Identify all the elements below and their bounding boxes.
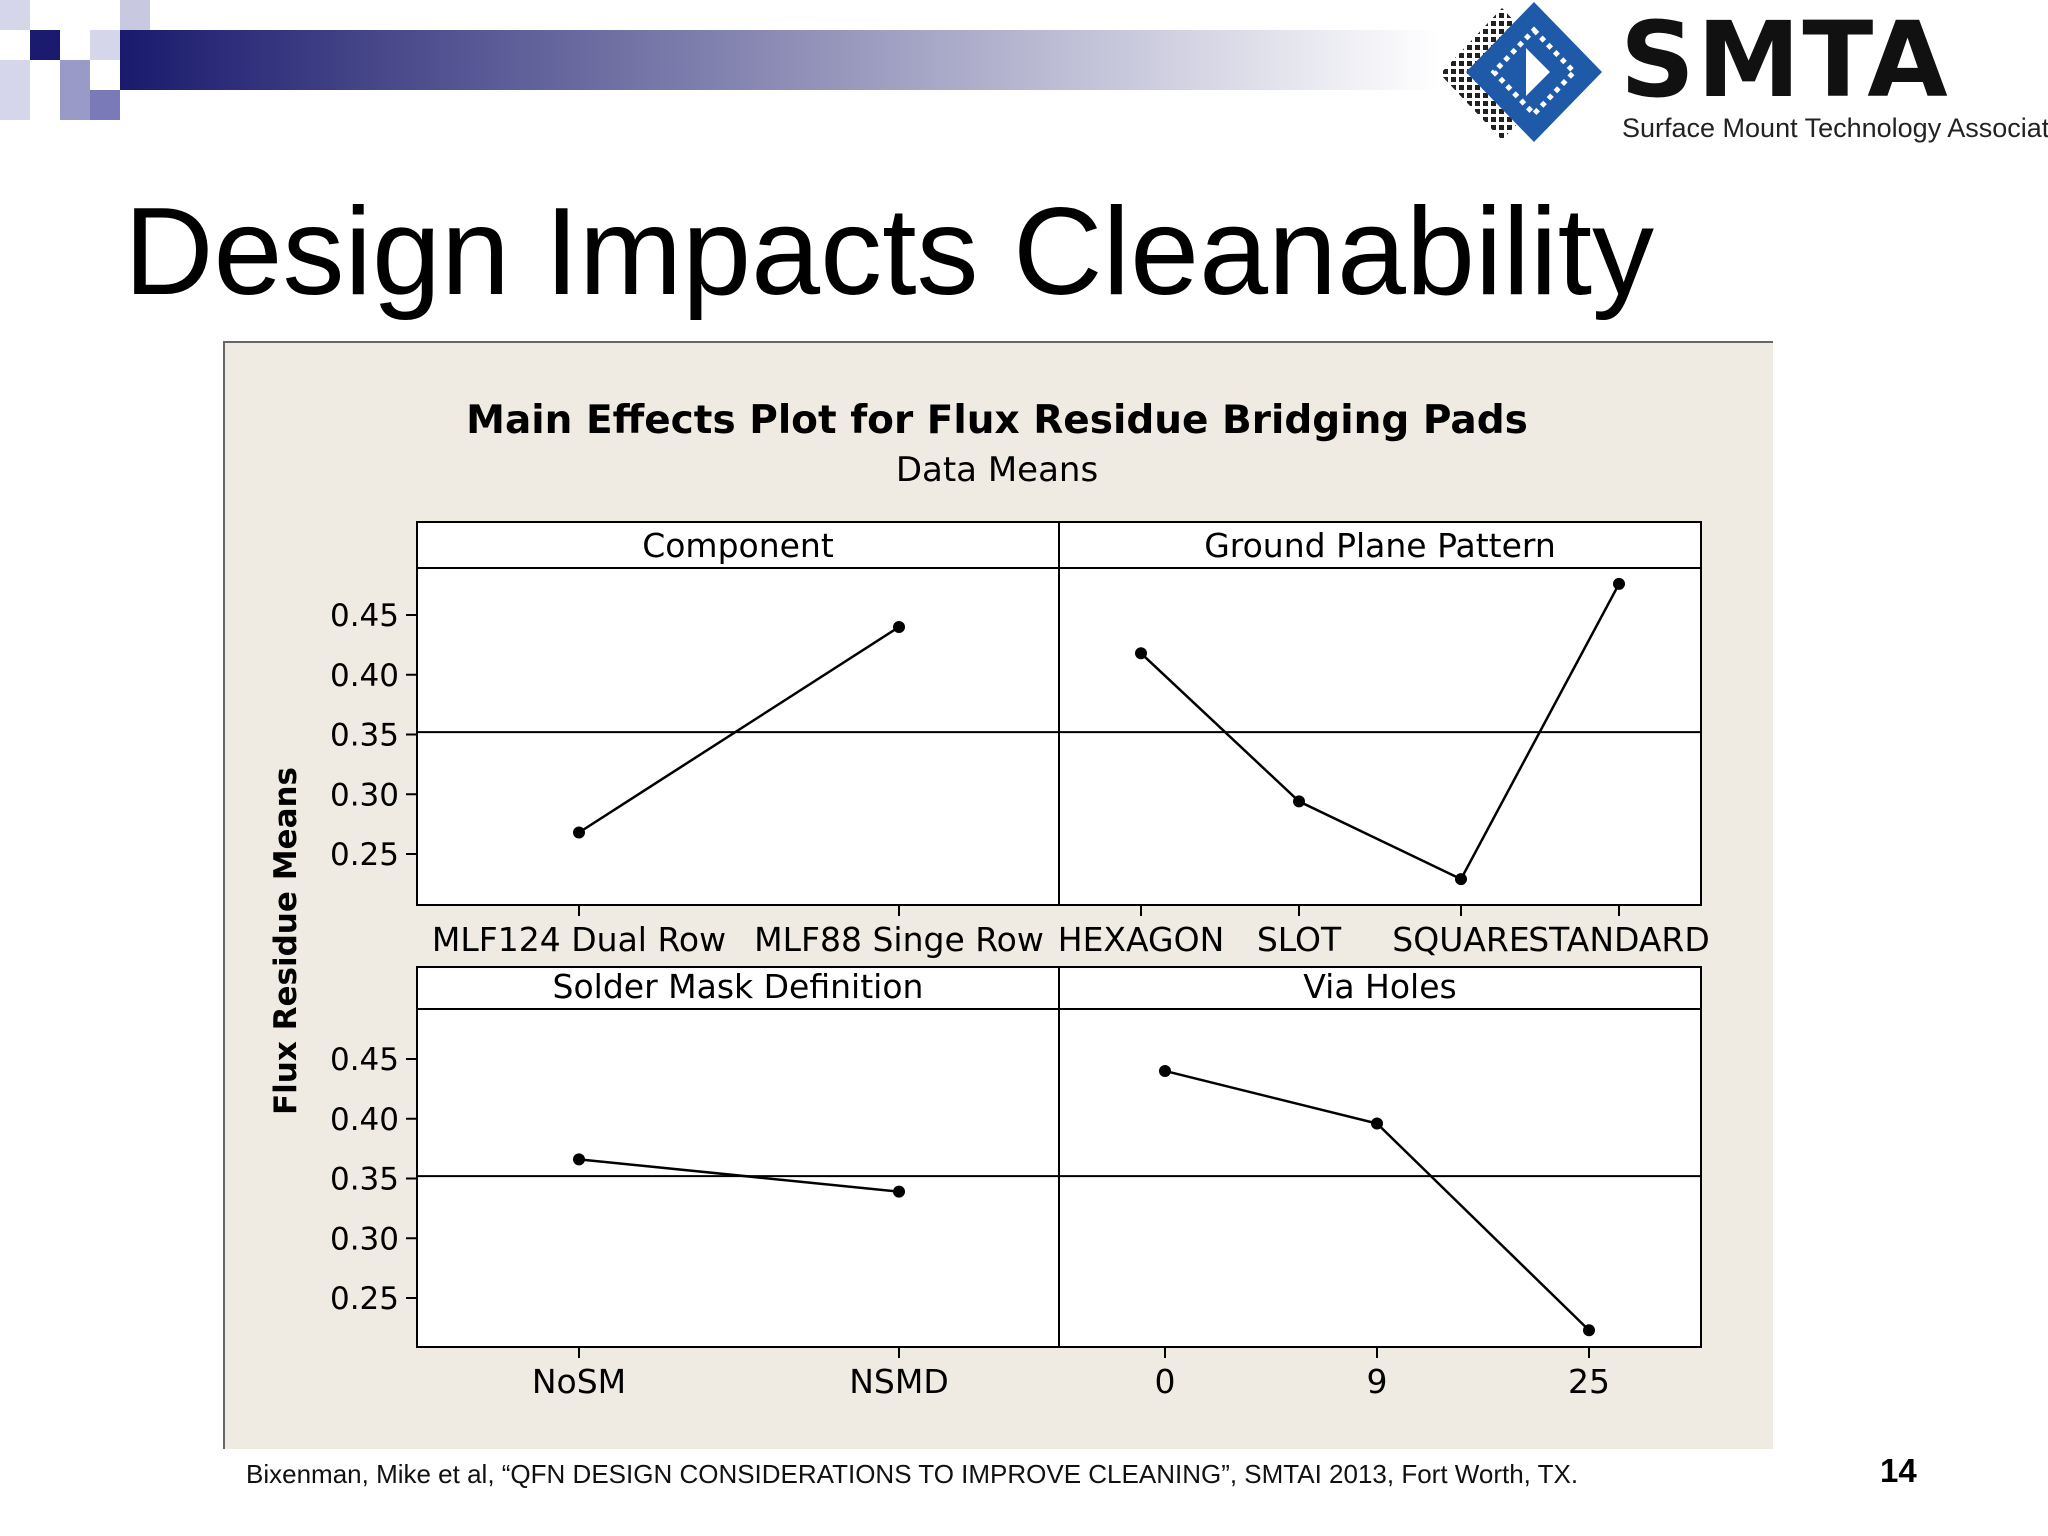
y-tick-label: 0.45 [330, 598, 399, 634]
x-tick-label: MLF88 Singe Row [754, 920, 1044, 959]
data-point [893, 1185, 905, 1198]
banner-square [0, 60, 30, 120]
x-tick-label: 0 [1155, 1362, 1176, 1401]
series-line [578, 625, 900, 834]
series-line [1140, 583, 1621, 881]
data-point [1455, 873, 1467, 886]
data-point [1371, 1117, 1383, 1130]
banner-gradient-bar [120, 30, 1440, 90]
banner-square [90, 90, 120, 120]
data-point [893, 620, 905, 633]
series-line [578, 1158, 900, 1193]
data-point [1613, 577, 1625, 590]
y-tick-label: 0.30 [330, 777, 399, 813]
x-tick-label: 25 [1568, 1362, 1610, 1401]
chart-title: Main Effects Plot for Flux Residue Bridg… [466, 398, 1528, 443]
data-point [1159, 1064, 1171, 1077]
panel-header [416, 966, 1060, 1010]
y-tick-label: 0.45 [330, 1042, 399, 1078]
slide-title: Design Impacts Cleanability [124, 183, 1655, 321]
header-banner [0, 0, 1440, 120]
panel-title: Solder Mask Definition [553, 967, 924, 1006]
banner-square [60, 60, 90, 120]
banner-square [0, 0, 30, 30]
panel-header [1058, 966, 1702, 1010]
banner-square [30, 30, 60, 60]
logo-name: SMTA [1620, 0, 1950, 121]
x-tick-label: HEXAGON [1058, 920, 1225, 959]
y-tick-label: 0.25 [330, 1281, 399, 1317]
panel-plot-area [1058, 1008, 1702, 1348]
data-point [1293, 795, 1305, 808]
panel-title: Component [642, 526, 834, 565]
x-tick-label: SQUARE [1392, 920, 1529, 959]
x-tick-label: NSMD [849, 1362, 949, 1401]
y-tick-label: 0.35 [330, 718, 399, 754]
data-point [1135, 647, 1147, 660]
smta-logo: SMTA Surface Mount Technology Associatio… [1430, 0, 2048, 150]
data-point [573, 1153, 585, 1166]
page-number: 14 [1880, 1452, 1917, 1489]
panel-title: Via Holes [1303, 967, 1456, 1006]
logo-subtitle: Surface Mount Technology Association [1622, 113, 2048, 143]
data-point [1583, 1324, 1595, 1337]
y-tick-label: 0.40 [330, 658, 399, 694]
panel-plot-area [416, 1008, 1060, 1348]
y-tick-label: 0.25 [330, 837, 399, 873]
x-tick-label: NoSM [532, 1362, 626, 1401]
banner-square [120, 0, 150, 30]
y-axis-label: Flux Residue Means [268, 767, 304, 1115]
y-tick-label: 0.40 [330, 1102, 399, 1138]
citation: Bixenman, Mike et al, “QFN DESIGN CONSID… [246, 1459, 1579, 1489]
x-tick-label: STANDARD [1528, 920, 1710, 959]
chart-subtitle: Data Means [896, 450, 1098, 490]
banner-square [90, 30, 120, 60]
panel-title: Ground Plane Pattern [1204, 526, 1556, 565]
main-effects-chart: Main Effects Plot for Flux Residue Bridg… [268, 398, 1710, 1401]
y-tick-label: 0.30 [330, 1221, 399, 1257]
logo-diamond-icon [1440, 2, 1602, 142]
x-tick-label: 9 [1367, 1362, 1388, 1401]
y-tick-label: 0.35 [330, 1162, 399, 1198]
x-tick-label: SLOT [1257, 920, 1342, 959]
panel-plot-area [1058, 567, 1702, 906]
panel-plot-area [416, 567, 1060, 906]
panel-header [1058, 521, 1702, 569]
data-point [573, 826, 585, 839]
x-tick-label: MLF124 Dual Row [432, 920, 726, 959]
